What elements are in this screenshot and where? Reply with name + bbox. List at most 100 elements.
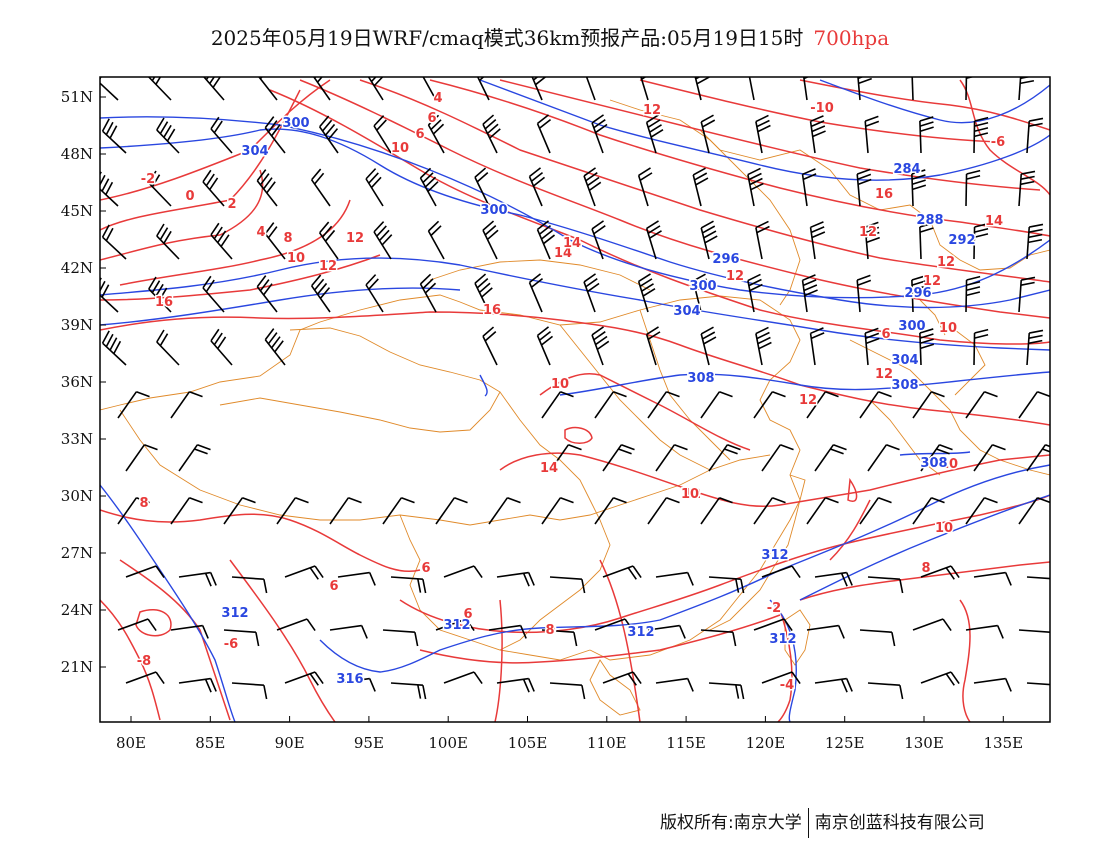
wind-barb: [1026, 682, 1050, 686]
wind-barb: [329, 497, 362, 525]
temperature-label: -10: [810, 101, 834, 116]
wind-barb: [761, 671, 801, 684]
longitude-axis: 80E 85E 90E 95E 100E 105E 110E 115E 120E 125E 130E…: [116, 716, 1023, 752]
wind-barb: [170, 497, 203, 525]
wind-barb: [488, 497, 521, 525]
temperature-contours: [100, 79, 1050, 722]
wind-barb: [645, 114, 664, 154]
wind-barb: [809, 115, 826, 154]
wind-barb: [202, 77, 225, 101]
wind-barb: [125, 671, 165, 684]
lat-label: 39N: [61, 316, 93, 334]
wind-barb: [528, 273, 544, 313]
temperature-label: -4: [780, 678, 794, 693]
wind-barb: [231, 576, 268, 594]
temperature-label: 8: [283, 231, 292, 246]
wind-barb: [859, 497, 892, 525]
wind-barb: [864, 327, 880, 366]
temperature-label: 6: [421, 561, 430, 576]
temperature-label: 2: [227, 197, 236, 212]
wind-barb: [912, 618, 952, 631]
wind-barb: [637, 167, 653, 207]
temperature-label: 8: [545, 623, 554, 638]
wind-barb: [911, 275, 926, 313]
wind-barb: [125, 565, 165, 578]
wind-barb: [284, 671, 324, 686]
wind-barb: [692, 167, 709, 207]
temperature-label: 6: [329, 579, 338, 594]
wind-barb: [178, 444, 211, 472]
height-label: 300: [689, 279, 716, 294]
wind-barb: [443, 565, 483, 578]
height-label: 300: [480, 203, 507, 218]
wind-barb: [427, 220, 445, 260]
wind-barb: [655, 571, 694, 586]
wind-barb: [210, 222, 233, 260]
temperature-label: 6: [463, 607, 472, 622]
wind-barb: [1018, 77, 1035, 101]
wind-barb: [541, 391, 574, 419]
wind-barb: [645, 326, 661, 366]
wind-barb: [276, 618, 316, 631]
wind-barb: [708, 444, 741, 472]
wind-barb: [202, 275, 225, 313]
wind-barb: [867, 682, 904, 700]
wind-barb: [911, 169, 927, 207]
wind-barb: [337, 677, 376, 692]
wind-barb: [912, 391, 945, 419]
wind-barb: [755, 114, 771, 154]
wind-barb: [856, 168, 872, 207]
wind-barb: [536, 114, 552, 154]
lon-label: 135E: [984, 734, 1024, 752]
wind-barb: [100, 77, 119, 101]
temperature-label: 16: [155, 295, 173, 310]
wind-barb: [806, 624, 845, 639]
wind-barb: [911, 77, 914, 101]
temperature-label: 12: [643, 103, 661, 118]
wind-barb: [373, 115, 392, 154]
wind-barb: [647, 497, 680, 525]
temperature-label: 0: [546, 623, 555, 638]
wind-barb: [435, 618, 475, 631]
wind-barb: [700, 391, 733, 419]
wind-barb: [655, 444, 688, 472]
wind-barb: [435, 497, 468, 525]
wind-barb: [637, 273, 656, 313]
height-labels-layer: 3003043002963003043082842882922963003043…: [220, 115, 977, 689]
wind-barb: [594, 391, 627, 419]
wind-barb: [100, 171, 119, 207]
lon-label: 120E: [746, 734, 786, 752]
wind-barb: [747, 167, 764, 207]
wind-barb: [536, 220, 556, 260]
wind-barb: [973, 571, 1012, 586]
wind-barb: [814, 444, 847, 472]
temperature-label: 12: [683, 487, 701, 502]
height-label: 300: [282, 116, 309, 131]
lat-label: 51N: [61, 88, 93, 106]
wind-barb: [591, 114, 608, 154]
wind-barb: [864, 115, 880, 154]
wind-barb: [867, 576, 904, 594]
temperature-label: 10: [939, 321, 957, 336]
height-label: 308: [920, 456, 947, 471]
title-main: 2025年05月19日WRF/cmaq模式36km预报产品:05月19日15时: [210, 26, 804, 50]
wind-barb: [602, 671, 642, 686]
wind-barb: [801, 274, 818, 313]
wind-barb: [920, 444, 953, 472]
wind-barb: [223, 497, 256, 525]
temperature-label: 10: [940, 457, 958, 472]
height-label: 292: [948, 233, 975, 248]
wind-barb: [1018, 170, 1036, 207]
height-label: 300: [898, 319, 925, 334]
wind-barb: [365, 168, 384, 207]
lon-label: 130E: [904, 734, 944, 752]
wind-barb: [965, 391, 998, 419]
wind-barb: [390, 682, 427, 700]
wind-barb: [210, 116, 233, 154]
wind-barb: [367, 77, 384, 101]
height-label: 296: [904, 286, 931, 301]
wind-barb: [549, 444, 582, 472]
wind-barb: [694, 77, 710, 101]
